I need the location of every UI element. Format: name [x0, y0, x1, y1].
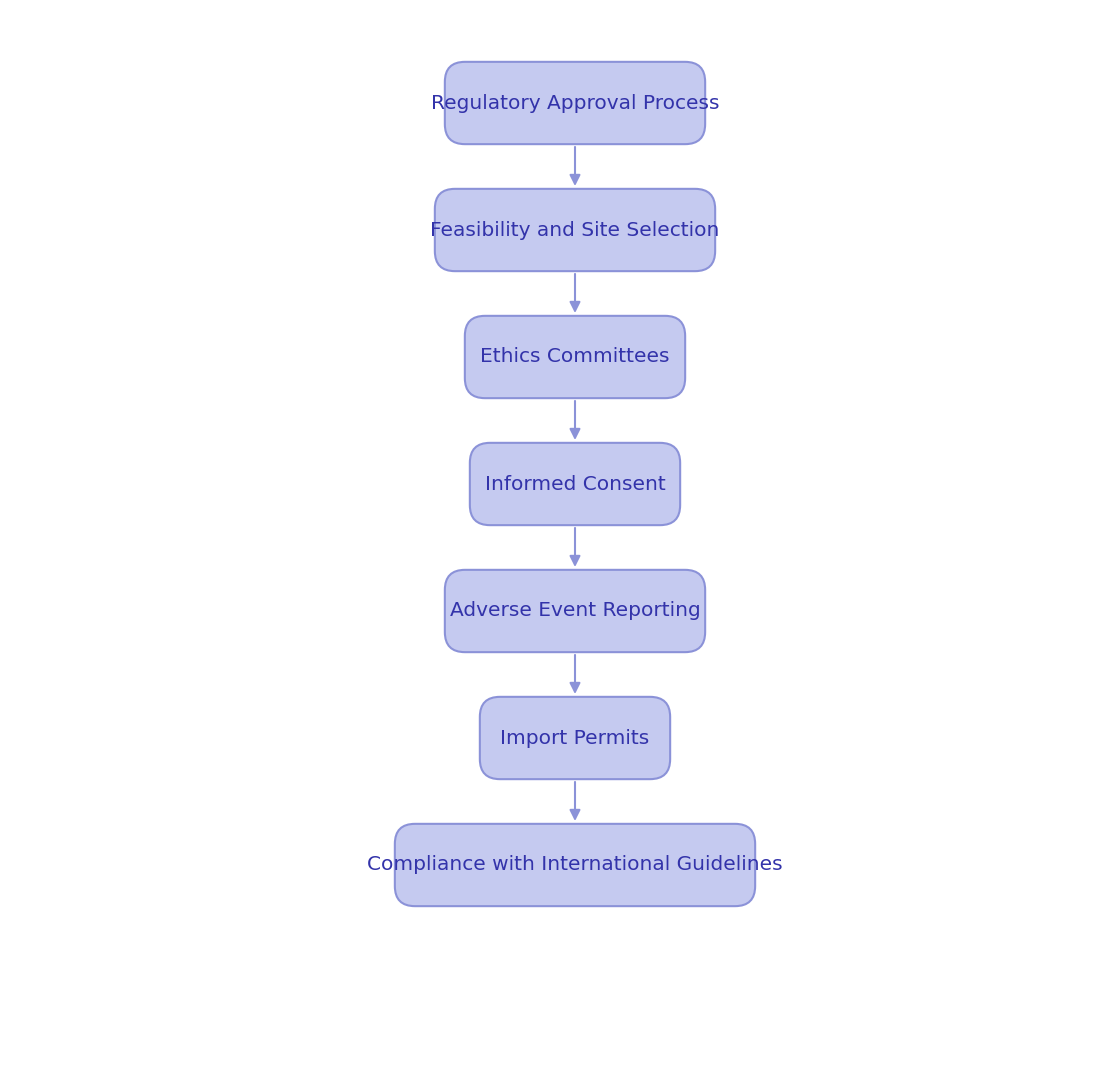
- FancyBboxPatch shape: [434, 188, 715, 271]
- Text: Compliance with International Guidelines: Compliance with International Guidelines: [367, 856, 783, 874]
- FancyBboxPatch shape: [480, 696, 670, 779]
- FancyBboxPatch shape: [465, 316, 685, 399]
- Text: Import Permits: Import Permits: [500, 729, 650, 747]
- FancyBboxPatch shape: [444, 570, 705, 652]
- Text: Ethics Committees: Ethics Committees: [481, 348, 670, 366]
- FancyBboxPatch shape: [395, 824, 756, 906]
- Text: Adverse Event Reporting: Adverse Event Reporting: [450, 601, 701, 621]
- FancyBboxPatch shape: [444, 62, 705, 144]
- Text: Informed Consent: Informed Consent: [485, 474, 666, 494]
- FancyBboxPatch shape: [470, 443, 680, 525]
- Text: Regulatory Approval Process: Regulatory Approval Process: [431, 93, 719, 113]
- Text: Feasibility and Site Selection: Feasibility and Site Selection: [430, 221, 719, 239]
